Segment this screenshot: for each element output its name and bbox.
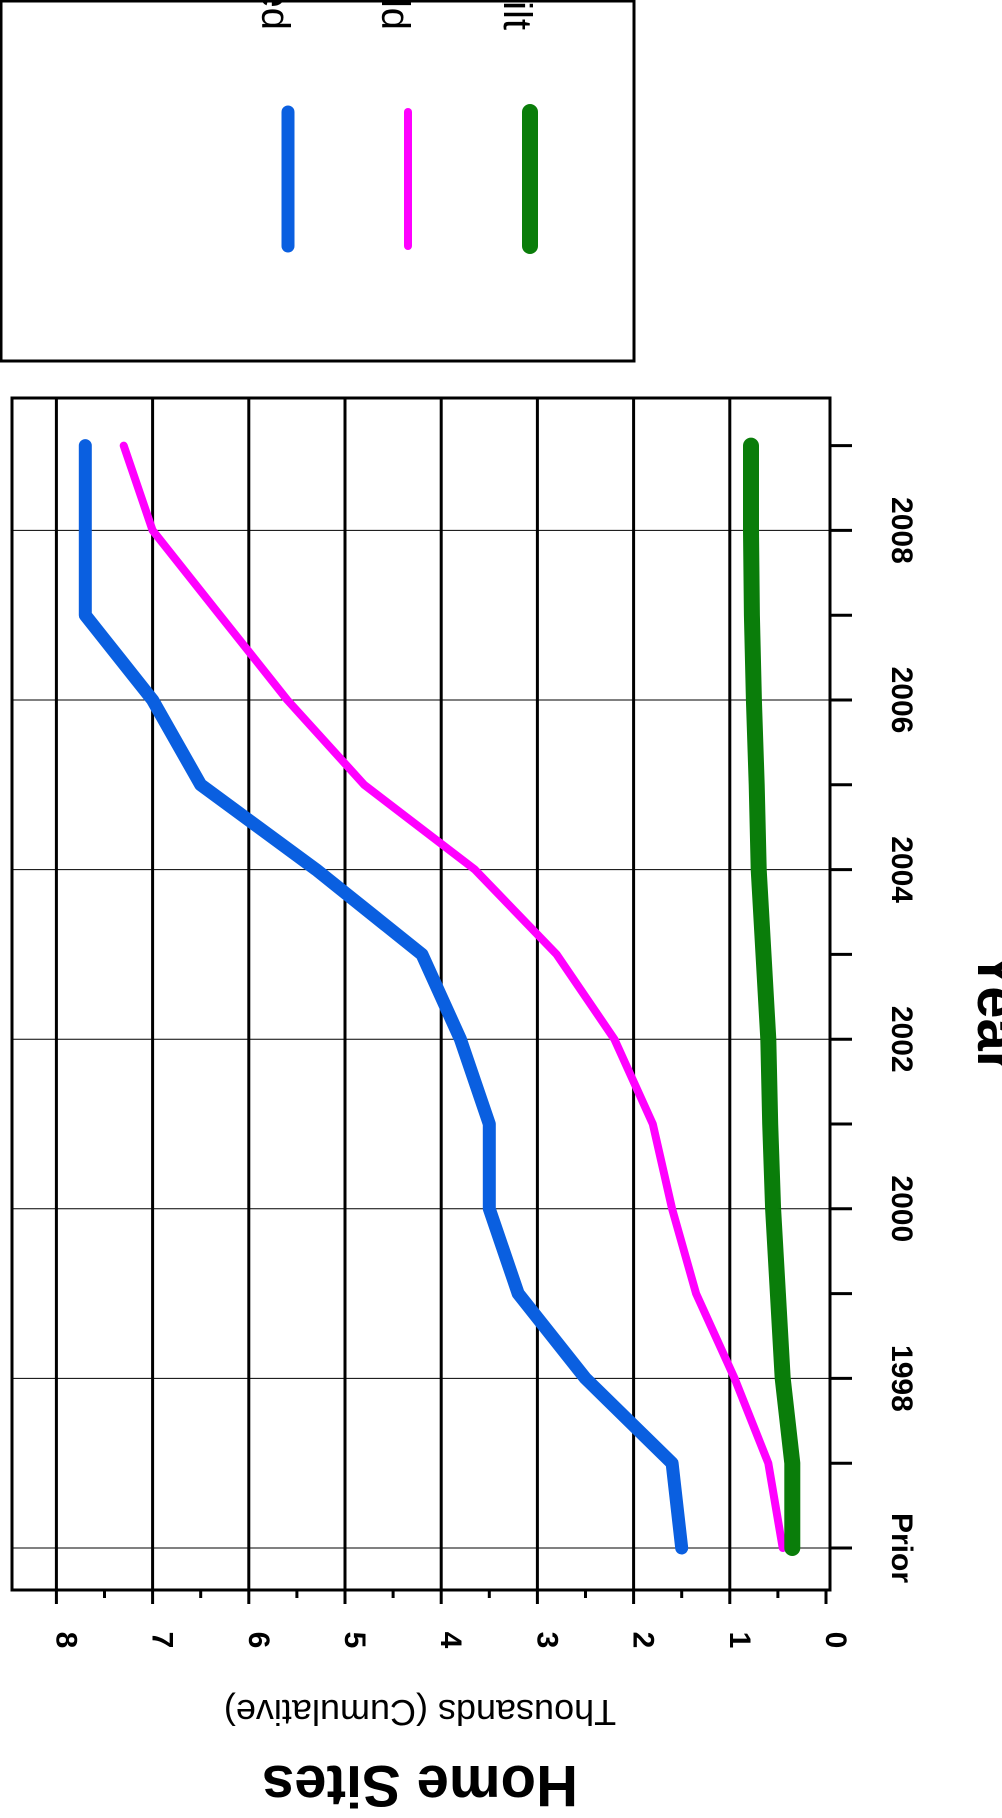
x-axis-title: Year xyxy=(965,951,1002,1074)
legend-label-homes-built: Homes built xyxy=(495,0,539,30)
year-tick-label: 2006 xyxy=(885,667,918,734)
year-tick-label: 2004 xyxy=(885,836,918,903)
year-tick-label: 2002 xyxy=(885,1006,918,1073)
legend-entries: Lots platted Lots sold Homes built xyxy=(253,0,539,254)
gridlines xyxy=(12,398,830,1590)
year-tick-label: 1998 xyxy=(885,1345,918,1412)
series-lines xyxy=(78,437,801,1556)
value-tick-label: 1 xyxy=(723,1632,756,1649)
value-tick-label: 8 xyxy=(49,1632,82,1649)
plot-frame xyxy=(10,396,832,1592)
value-tick-label: 5 xyxy=(338,1632,371,1649)
y-axis-subtitle: Thousands (Cumulative) xyxy=(224,1692,616,1733)
series-line-homes-built xyxy=(743,437,801,1556)
year-tick-label: 2000 xyxy=(885,1175,918,1242)
legend-label-lots-platted: Lots platted xyxy=(253,0,297,30)
y-axis-title: Home Sites xyxy=(262,1753,578,1818)
axis-ticks xyxy=(54,444,852,1604)
legend-box xyxy=(0,0,636,363)
legend: Lots platted Lots sold Homes built xyxy=(0,0,636,363)
legend-label-lots-sold: Lots sold xyxy=(373,0,417,30)
value-tick-label: 3 xyxy=(530,1632,563,1649)
value-tick-label: 0 xyxy=(819,1632,852,1649)
tick-labels: 0 1 2 3 4 5 6 7 8 Prior 1998 2000 2002 2004 2006 2008 xyxy=(49,497,918,1649)
year-tick-label: 2008 xyxy=(885,497,918,564)
year-tick-label: Prior xyxy=(885,1513,918,1583)
series-line-lots-sold xyxy=(119,441,787,1552)
value-tick-label: 2 xyxy=(627,1632,660,1649)
value-tick-label: 7 xyxy=(146,1632,179,1649)
value-tick-label: 6 xyxy=(242,1632,275,1649)
series-line-lots-platted xyxy=(78,439,689,1555)
value-tick-label: 4 xyxy=(434,1632,467,1649)
